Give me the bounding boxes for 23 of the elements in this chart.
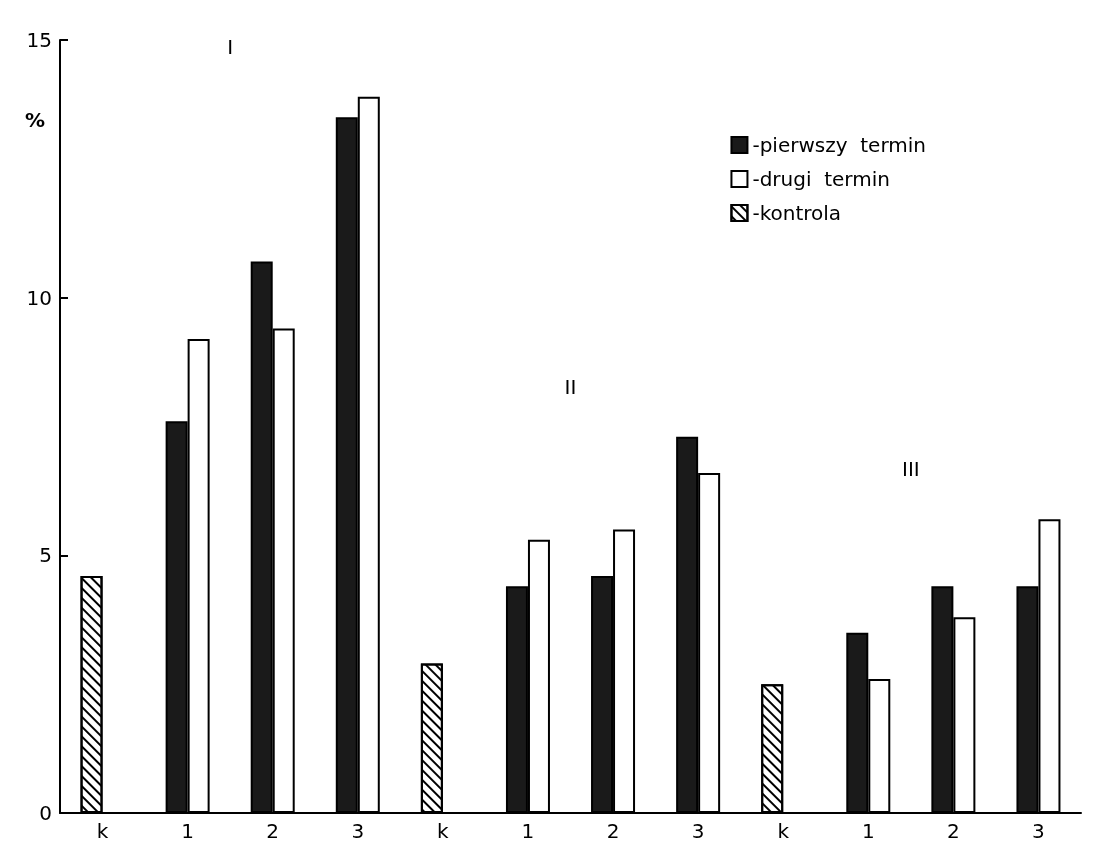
x-tick-label: k (777, 819, 790, 843)
legend-label: -kontrola (752, 201, 842, 225)
x-tick-label: 3 (1032, 819, 1045, 843)
annotation: I (227, 34, 234, 59)
annotation: III (901, 457, 920, 482)
legend-label: -pierwszy termin (752, 133, 927, 157)
x-tick-label: 1 (521, 819, 535, 843)
x-tick-label: 1 (181, 819, 194, 843)
legend-label: -drugi termin (752, 167, 890, 191)
x-tick-label: k (96, 819, 109, 843)
annotation: II (564, 374, 577, 399)
x-tick-label: 3 (691, 819, 705, 843)
x-tick-label: 2 (606, 819, 620, 843)
x-tick-label: 2 (947, 819, 960, 843)
y-tick-label: 5 (39, 543, 52, 568)
x-tick-label: 3 (351, 819, 365, 843)
x-tick-label: 1 (861, 819, 875, 843)
y-tick-label: 0 (39, 801, 52, 825)
y-tick-label: 15 (26, 28, 52, 52)
y-tick-label: 10 (26, 285, 52, 310)
y-axis-title: % (24, 108, 46, 132)
x-tick-label: 2 (266, 819, 280, 843)
x-tick-label: k (437, 819, 450, 843)
